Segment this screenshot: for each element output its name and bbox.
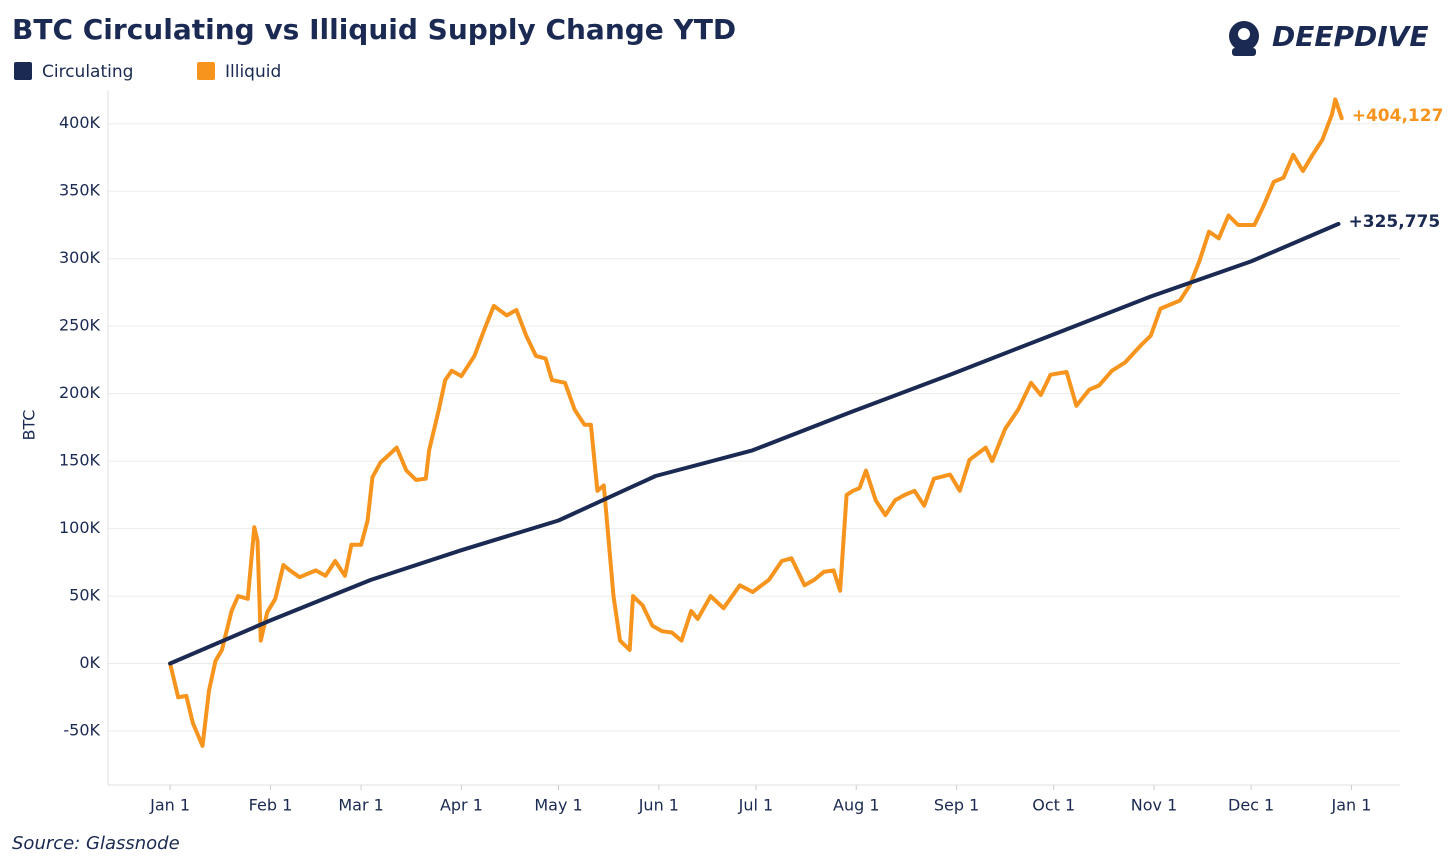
legend-label: Circulating xyxy=(42,62,133,82)
x-tick-label: Dec 1 xyxy=(1228,796,1274,815)
x-tick-label: Oct 1 xyxy=(1032,796,1075,815)
x-tick-label: Mar 1 xyxy=(338,796,383,815)
legend-swatch xyxy=(197,62,215,80)
x-tick-label: Sep 1 xyxy=(934,796,979,815)
legend-swatch xyxy=(14,62,32,80)
brand-name: DEEPDIVE xyxy=(1272,20,1428,53)
x-tick-label: Jan 1 xyxy=(1330,796,1371,815)
chart-title: BTC Circulating vs Illiquid Supply Chang… xyxy=(12,13,736,46)
x-tick-label: May 1 xyxy=(534,796,582,815)
x-tick-label: Aug 1 xyxy=(833,796,880,815)
y-axis-label: BTC xyxy=(20,410,39,441)
legend-label: Illiquid xyxy=(225,62,281,82)
x-tick-label: Jun 1 xyxy=(638,796,679,815)
y-tick-label: 400K xyxy=(59,113,101,132)
source-note: Source: Glassnode xyxy=(12,833,180,854)
x-tick-label: Feb 1 xyxy=(249,796,293,815)
x-tick-label: Jul 1 xyxy=(738,796,774,815)
x-tick-label: Jan 1 xyxy=(149,796,190,815)
y-tick-label: 350K xyxy=(59,181,101,200)
y-tick-label: 50K xyxy=(69,586,100,605)
y-tick-label: 200K xyxy=(59,383,101,402)
y-tick-label: 100K xyxy=(59,518,101,537)
y-tick-label: 0K xyxy=(79,653,100,672)
end-label: +325,775 xyxy=(1349,212,1441,232)
y-tick-label: -50K xyxy=(63,721,100,740)
series-line xyxy=(168,97,1344,748)
x-tick-label: Nov 1 xyxy=(1131,796,1178,815)
brand-logo xyxy=(1229,21,1259,56)
series-line xyxy=(168,221,1341,666)
y-tick-label: 150K xyxy=(59,451,101,470)
y-tick-label: 300K xyxy=(59,248,101,267)
end-label: +404,127 xyxy=(1352,106,1444,126)
y-tick-label: 250K xyxy=(59,316,101,335)
x-tick-label: Apr 1 xyxy=(440,796,483,815)
